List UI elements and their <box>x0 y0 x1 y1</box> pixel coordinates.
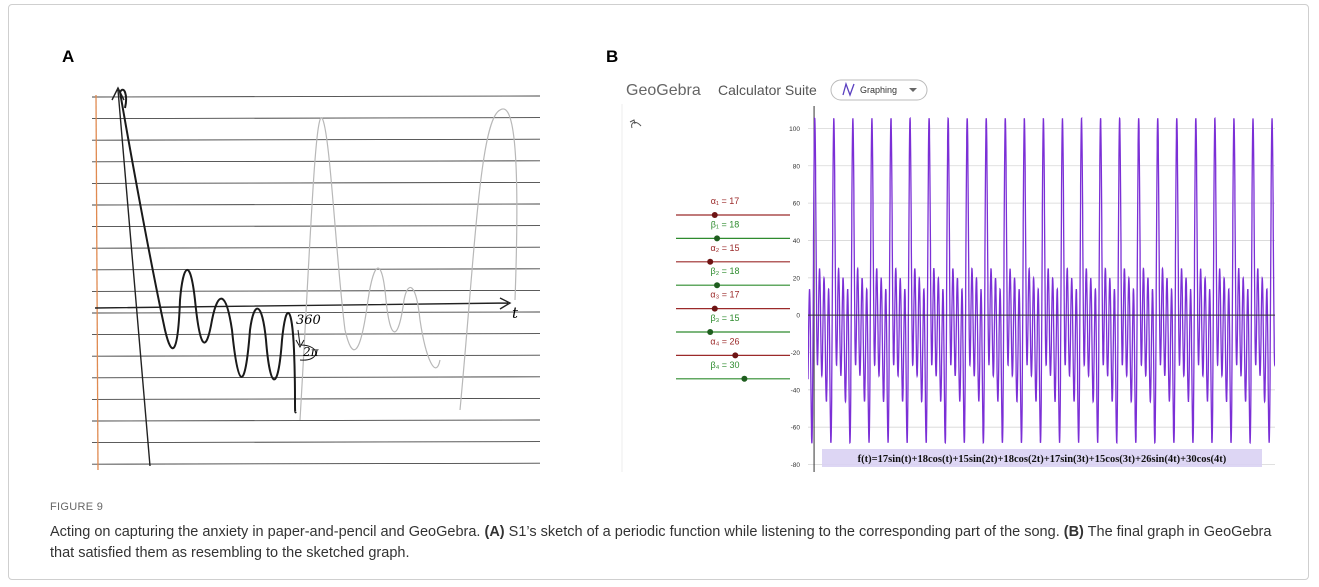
slider-point <box>741 375 748 382</box>
caption-parts: (A) S1’s sketch of a periodic function w… <box>50 524 1271 561</box>
figure-frame <box>8 4 1309 580</box>
slider-point <box>714 282 721 289</box>
function-label-bg <box>822 449 1262 467</box>
mode-icon <box>842 81 855 97</box>
function-curve <box>808 116 1275 445</box>
caption-text: S1’s sketch of a periodic function while… <box>504 524 1060 540</box>
y-tick-label: -60 <box>791 425 801 432</box>
app-brand: GeoGebra <box>626 82 701 99</box>
slider-point <box>711 212 718 218</box>
handwritten-note: 360 <box>296 313 321 328</box>
slider-point <box>711 305 718 312</box>
dropdown-icon <box>909 88 917 92</box>
paper-line <box>91 268 541 271</box>
slider-label: β₁ = 18 <box>711 219 739 229</box>
paper-line <box>91 376 541 379</box>
caption-tag: (A) <box>484 524 505 540</box>
caption-title: Acting on capturing the anxiety in paper… <box>50 524 481 540</box>
margin-line <box>95 94 99 471</box>
slider-label: α₄ = 26 <box>710 336 739 346</box>
figure-label: FIGURE 9 <box>50 501 104 513</box>
panel-label: A <box>62 47 74 66</box>
caption-tag: (B) <box>1063 524 1084 540</box>
handwritten-note: t <box>512 304 519 322</box>
paper-line <box>91 160 541 163</box>
y-tick-label: 60 <box>793 201 801 208</box>
handwritten-note: 2π <box>302 345 320 359</box>
panel-label: B <box>606 47 618 66</box>
paper-line <box>91 225 541 228</box>
paper-line <box>91 311 541 314</box>
y-tick-label: 40 <box>793 238 801 245</box>
sketch-axis <box>111 86 151 467</box>
undo-icon[interactable] <box>629 119 642 129</box>
y-tick-label: -40 <box>791 387 801 394</box>
sketch-curve <box>118 88 297 414</box>
y-tick-label: -20 <box>791 350 801 357</box>
y-tick-label: 80 <box>793 163 801 170</box>
slider-label: β₄ = 30 <box>710 360 739 370</box>
mode-label: Graphing <box>860 85 897 95</box>
slider-point <box>707 258 714 265</box>
paper-line <box>91 117 541 120</box>
sketch-axis <box>94 297 512 310</box>
paper-line <box>91 203 541 206</box>
figure: A B 360 2π t GeoGebra Calculator Suite G… <box>62 47 1275 472</box>
algebra-view: α₁ = 17 β₁ = 18 α₂ = 15 β₂ = 18 α₃ = 17 β₃ = … <box>676 196 790 382</box>
paper-line <box>91 181 541 184</box>
paper-line <box>91 138 541 141</box>
function-label: f(t)=17sin(t)+18cos(t)+15sin(2t)+18cos(2… <box>858 454 1227 465</box>
caption: FIGURE 9 Acting on capturing the anxiety… <box>50 497 1280 564</box>
paper-line <box>91 441 541 444</box>
paper-line <box>91 419 541 422</box>
slider-label: α₁ = 17 <box>711 196 740 206</box>
slider-point <box>732 352 739 359</box>
slider-label: β₃ = 15 <box>710 313 739 323</box>
slider-point <box>707 329 714 335</box>
paper-line <box>91 95 541 98</box>
slider-label: β₂ = 18 <box>711 266 740 276</box>
mode-button[interactable] <box>830 79 928 101</box>
paper-line <box>91 289 541 292</box>
y-tick-label: 20 <box>793 275 801 282</box>
graph: 100 80 60 40 20 0 -20 -40 -60 -80 f(t)=17sin(t)+18… <box>789 106 1275 472</box>
y-tick-label: -80 <box>791 462 801 469</box>
y-tick-label: 0 <box>796 313 800 320</box>
caption-text: The final graph in GeoGebra that satisfi… <box>50 524 1272 561</box>
paper-line <box>91 246 541 249</box>
slider-label: α₂ = 15 <box>711 243 740 253</box>
app-suite: Calculator Suite <box>718 82 817 98</box>
slider-point <box>714 235 721 242</box>
sketch-arrow <box>295 329 317 361</box>
y-tick-label: 100 <box>789 126 800 133</box>
paper-line <box>91 462 541 465</box>
paper-line <box>91 333 541 336</box>
slider-label: α₃ = 17 <box>710 290 739 300</box>
paper-line <box>91 397 541 400</box>
faint-sketch <box>299 108 518 421</box>
